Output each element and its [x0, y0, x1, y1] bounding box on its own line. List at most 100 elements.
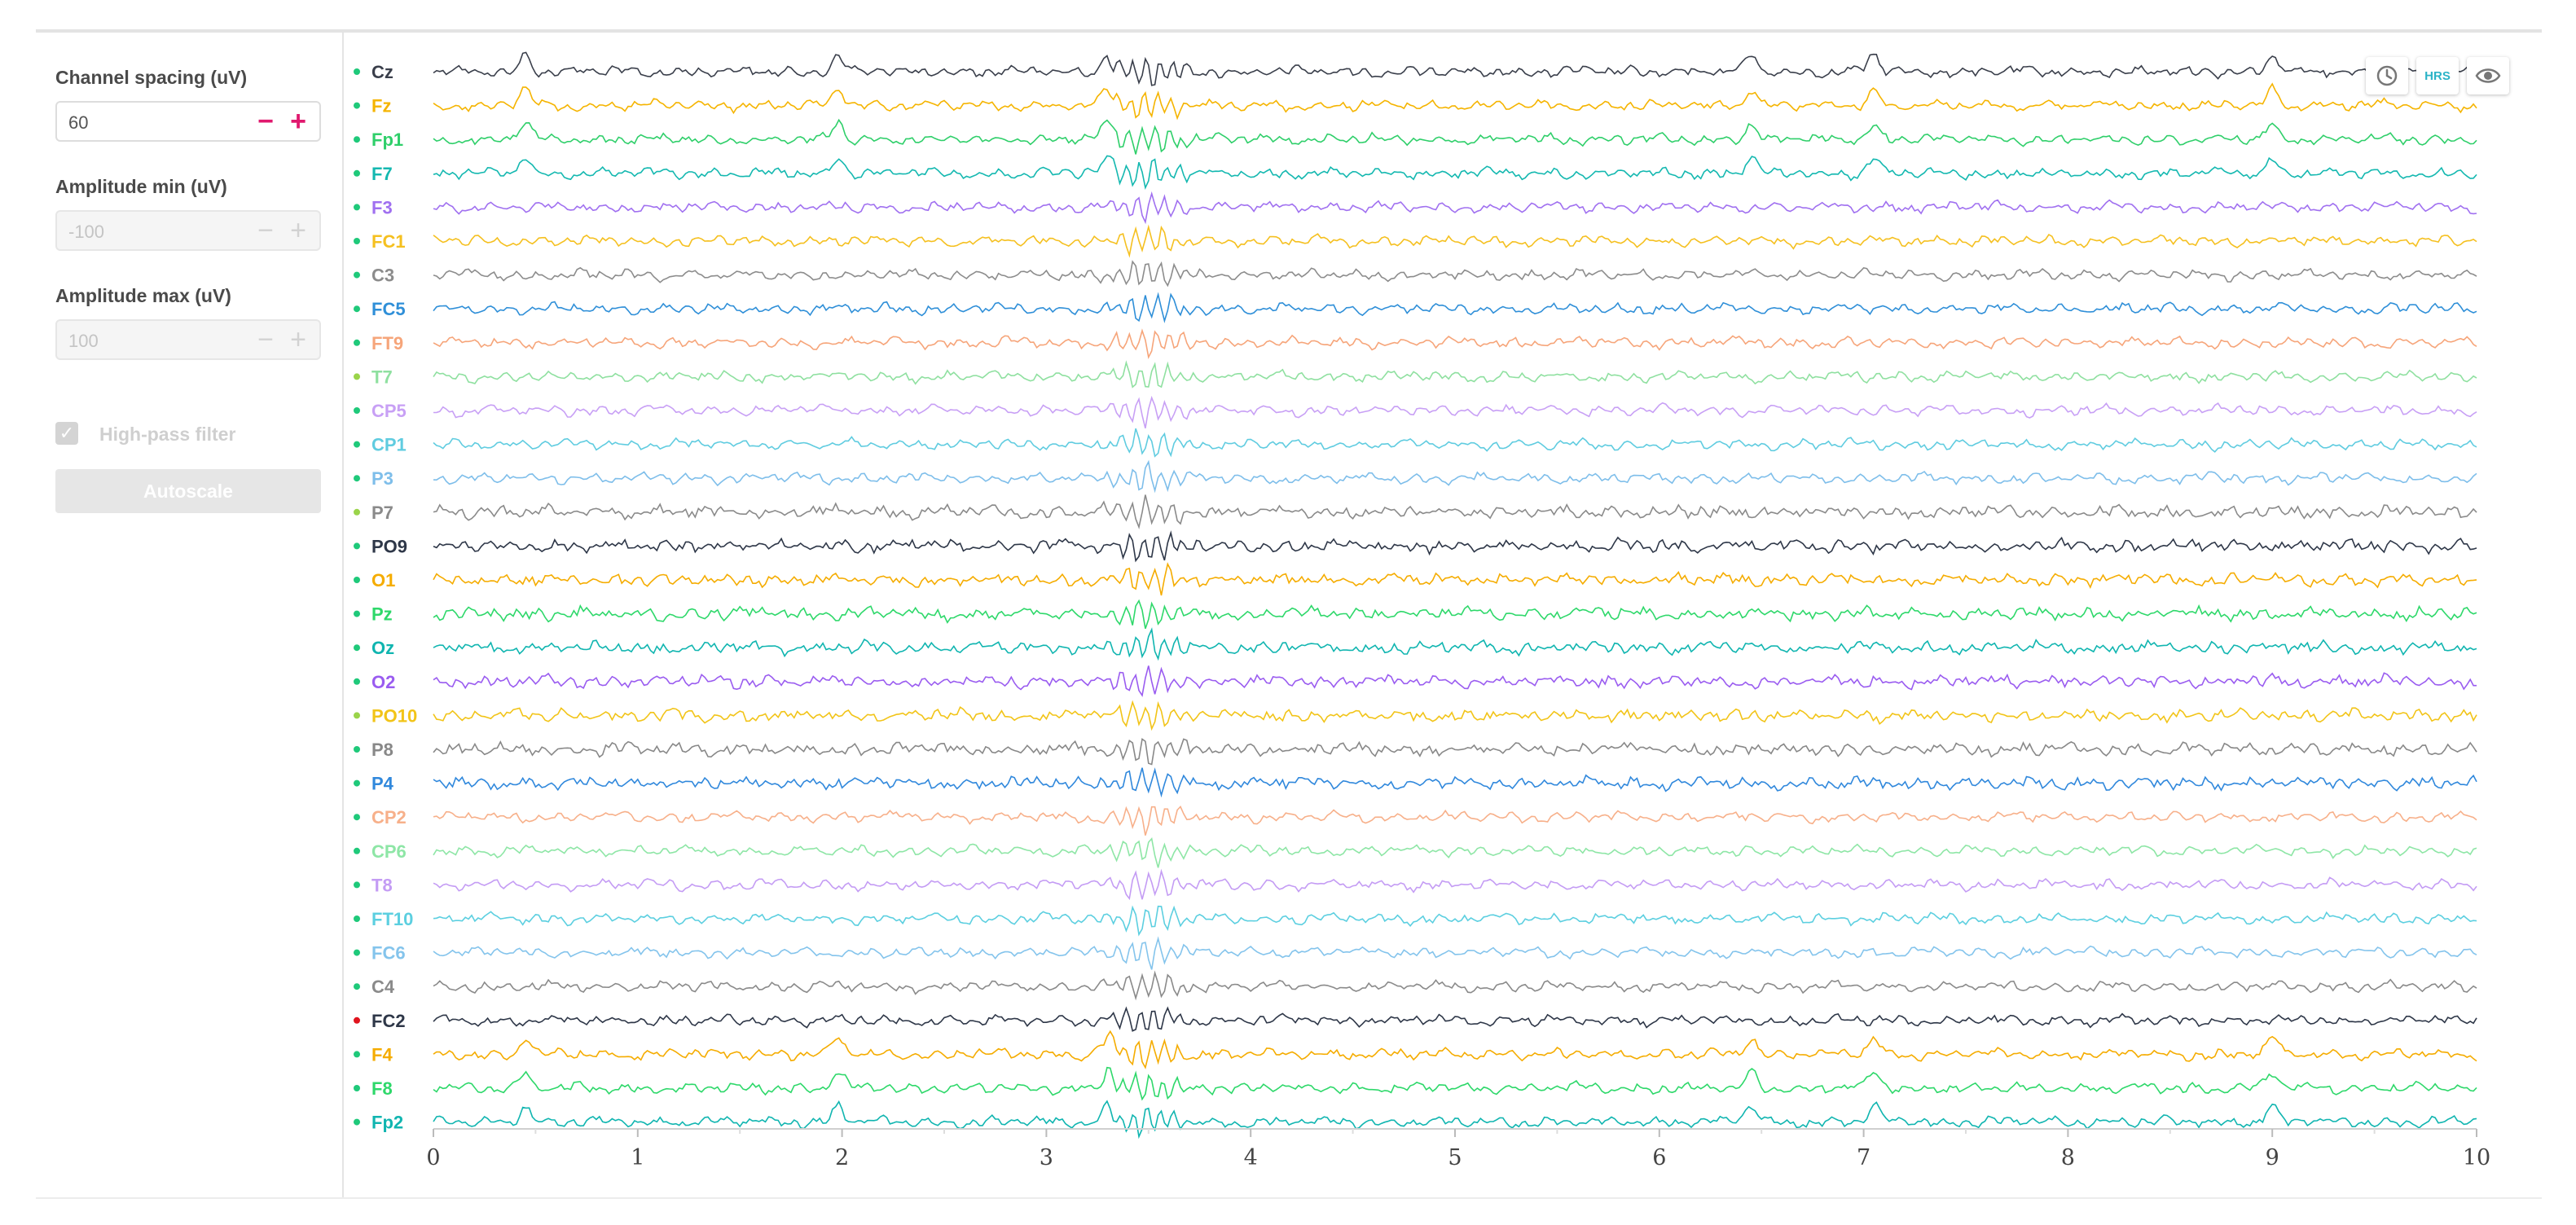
channel-label: FC5: [371, 299, 406, 319]
channel-label: CP6: [371, 841, 407, 862]
clock-icon: [2376, 65, 2398, 86]
channel-status-dot: [354, 271, 360, 279]
channel-trace: [433, 328, 2477, 359]
channel-trace: [433, 970, 2477, 1001]
amplitude-max-increment-button[interactable]: +: [290, 324, 306, 355]
channel-spacing-label: Channel spacing (uV): [55, 67, 248, 88]
channel-spacing-increment-button[interactable]: +: [290, 106, 306, 137]
channel-trace: [433, 665, 2477, 697]
channel-label: FC2: [371, 1011, 406, 1031]
channel-trace: [433, 395, 2477, 428]
channel-label: FT9: [371, 333, 403, 353]
channel-trace: [433, 459, 2477, 494]
channel-label: P7: [371, 503, 393, 523]
channel-trace: [433, 936, 2477, 970]
channel-label: FC1: [371, 231, 406, 252]
amplitude-max-decrement-button[interactable]: −: [257, 324, 274, 355]
channel-spacing-value[interactable]: 60: [68, 112, 89, 133]
channel-label: C3: [371, 266, 394, 286]
history-button[interactable]: [2366, 57, 2408, 94]
channel-label: Oz: [371, 638, 394, 658]
channel-spacing-decrement-button[interactable]: −: [257, 106, 274, 137]
channel-label: Pz: [371, 604, 393, 625]
channel-status-dot: [354, 68, 360, 75]
channel-status-dot: [354, 779, 360, 787]
channel-status-dot: [354, 339, 360, 346]
channel-trace: [433, 118, 2477, 155]
channel-trace: [433, 700, 2477, 731]
visibility-button[interactable]: [2467, 57, 2509, 94]
channel-label: PO9: [371, 536, 407, 556]
channel-trace: [433, 1100, 2477, 1139]
channel-label: C4: [371, 977, 395, 997]
channel-status-dot: [354, 508, 360, 516]
channel-label: T8: [371, 875, 393, 895]
channel-spacing-input[interactable]: 60 − +: [55, 101, 321, 142]
channel-label: FT10: [371, 909, 413, 929]
amplitude-min-value[interactable]: -100: [68, 222, 105, 242]
channel-status-dot: [354, 746, 360, 753]
autoscale-button[interactable]: Autoscale: [55, 469, 321, 513]
channel-trace: [433, 82, 2477, 121]
high-pass-filter-checkbox[interactable]: ✓: [55, 422, 78, 445]
channel-trace: [433, 738, 2477, 766]
channel-trace: [433, 191, 2477, 225]
channel-status-dot: [354, 136, 360, 143]
channel-label: P3: [371, 468, 393, 489]
channel-status-dot: [354, 169, 360, 177]
channel-status-dot: [354, 881, 360, 889]
channel-label: F3: [371, 197, 393, 217]
channel-trace: [433, 836, 2477, 868]
channel-label: Fz: [371, 96, 391, 116]
hrs-label: HRS: [2424, 68, 2451, 83]
channel-status-dot: [354, 814, 360, 821]
channel-status-dot: [354, 949, 360, 956]
x-tick-label: 4: [1244, 1145, 1258, 1170]
channel-trace: [433, 805, 2477, 836]
channel-status-dot: [354, 305, 360, 313]
x-tick-label: 9: [2266, 1145, 2279, 1170]
amplitude-max-value[interactable]: 100: [68, 331, 99, 351]
amplitude-max-input[interactable]: 100 − +: [55, 319, 321, 360]
channel-status-dot: [354, 373, 360, 380]
channel-trace: [433, 599, 2477, 630]
channel-status-dot: [354, 915, 360, 922]
channel-trace: [433, 562, 2477, 596]
channel-label: CP2: [371, 807, 407, 828]
channel-label: O2: [371, 672, 395, 692]
eeg-trace-plot[interactable]: Cz Fz Fp1 F7 F3 FC1 C3 FC5 FT9 T7 CP5 CP1 P3 P7 PO9 O1 P…: [342, 33, 2542, 1197]
channel-label: CP1: [371, 435, 407, 455]
channel-trace: [433, 428, 2477, 458]
bottom-divider: [36, 1197, 2542, 1199]
channel-trace: [433, 767, 2477, 798]
channel-trace: [433, 224, 2477, 258]
eye-icon: [2475, 68, 2501, 83]
channel-label: FC6: [371, 943, 406, 964]
channel-trace: [433, 260, 2477, 288]
x-tick-label: 7: [1857, 1145, 1870, 1170]
top-divider: [36, 29, 2542, 33]
channel-status-dot: [354, 1016, 360, 1024]
channel-trace: [433, 1030, 2477, 1069]
channel-status-dot: [354, 577, 360, 583]
channel-status-dot: [354, 1051, 360, 1058]
channel-label: P8: [371, 740, 393, 760]
channel-label: T7: [371, 367, 393, 387]
x-tick-label: 3: [1040, 1145, 1053, 1170]
channel-status-dot: [354, 542, 360, 550]
channel-trace: [433, 360, 2477, 389]
amplitude-min-decrement-button[interactable]: −: [257, 215, 274, 246]
amplitude-min-increment-button[interactable]: +: [290, 215, 306, 246]
channel-status-dot: [354, 712, 360, 719]
channel-trace: [433, 51, 2477, 86]
channel-label: P4: [371, 774, 394, 794]
hrs-button[interactable]: HRS: [2416, 57, 2459, 94]
channel-trace: [433, 627, 2477, 661]
channel-status-dot: [354, 102, 360, 109]
channel-status-dot: [354, 1085, 360, 1091]
x-tick-label: 0: [426, 1145, 440, 1170]
channel-trace: [433, 1066, 2477, 1101]
channel-label: Cz: [371, 62, 393, 82]
amplitude-min-input[interactable]: -100 − +: [55, 210, 321, 251]
channel-status-dot: [354, 1118, 360, 1126]
